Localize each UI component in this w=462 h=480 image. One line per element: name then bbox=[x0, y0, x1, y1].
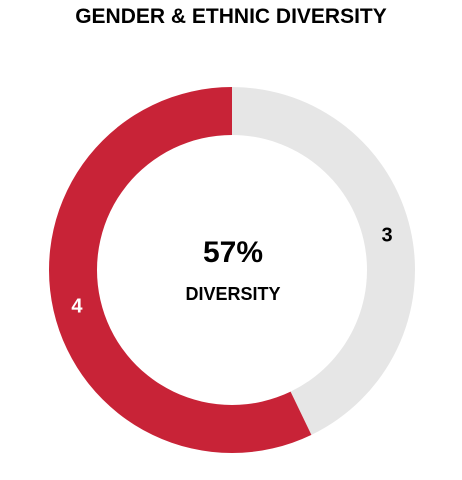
donut-slice-1 bbox=[48, 87, 312, 453]
center-percentage: 57% bbox=[203, 236, 263, 269]
slice-labels-group: 34 bbox=[71, 225, 392, 318]
chart-title: GENDER & ETHNIC DIVERSITY bbox=[75, 5, 387, 28]
donut-slice-0 bbox=[232, 87, 415, 435]
slices-group bbox=[48, 87, 415, 453]
slice-data-label-1: 4 bbox=[71, 295, 83, 317]
center-label: DIVERSITY bbox=[185, 284, 280, 304]
slice-data-label-0: 3 bbox=[381, 225, 392, 247]
